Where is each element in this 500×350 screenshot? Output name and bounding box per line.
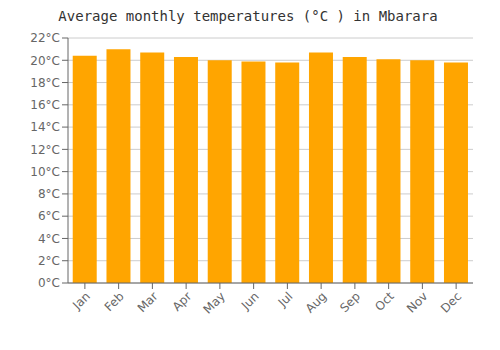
svg-text:2°C: 2°C <box>38 254 60 268</box>
svg-text:Dec: Dec <box>438 289 464 315</box>
svg-text:May: May <box>201 289 228 316</box>
svg-text:Apr: Apr <box>170 289 195 314</box>
svg-text:8°C: 8°C <box>38 187 60 201</box>
svg-text:16°C: 16°C <box>30 98 60 112</box>
svg-text:Sep: Sep <box>337 289 363 315</box>
svg-text:22°C: 22°C <box>30 31 60 45</box>
svg-text:Jun: Jun <box>238 289 262 313</box>
svg-text:Aug: Aug <box>303 289 329 315</box>
svg-text:Nov: Nov <box>404 289 430 315</box>
svg-text:Oct: Oct <box>372 289 397 314</box>
svg-text:10°C: 10°C <box>30 165 60 179</box>
svg-text:Mar: Mar <box>135 289 161 315</box>
html-text:Average monthly temperatures (: Average monthly temperatures (°C ) in Mb… <box>58 8 438 24</box>
svg-text:4°C: 4°C <box>38 232 60 246</box>
svg-text:Jan: Jan <box>69 289 93 313</box>
svg-text:18°C: 18°C <box>30 76 60 90</box>
svg-text:0°C: 0°C <box>38 276 60 290</box>
svg-text:12°C: 12°C <box>30 143 60 157</box>
svg-text:20°C: 20°C <box>30 54 60 68</box>
svg-text:14°C: 14°C <box>30 120 60 134</box>
svg-text:6°C: 6°C <box>38 209 60 223</box>
svg-text:Feb: Feb <box>102 289 127 314</box>
svg-text:Jul: Jul <box>275 289 296 310</box>
